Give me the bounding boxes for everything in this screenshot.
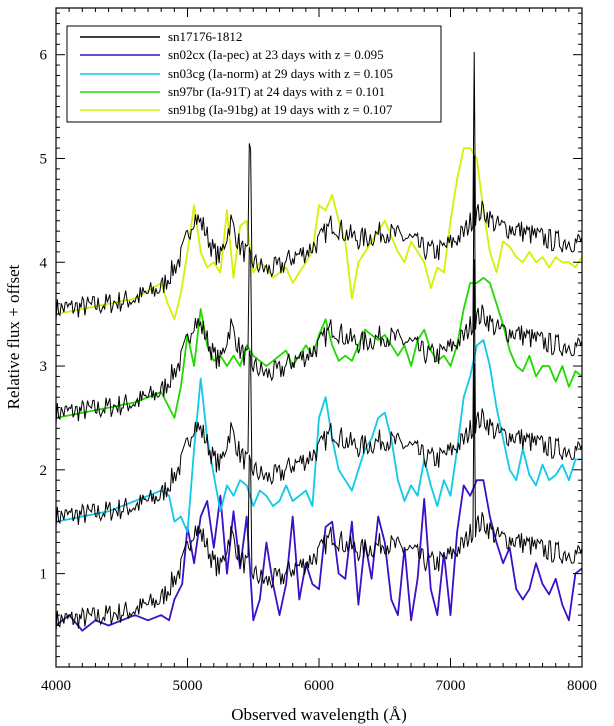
x-tick-label: 6000	[304, 678, 334, 694]
y-tick-label: 5	[40, 151, 48, 167]
observed-line-0	[55, 363, 583, 632]
legend-label-sn02cx: sn02cx (Ia-pec) at 23 days with z = 0.09…	[168, 47, 384, 62]
legend-label-sn03cg: sn03cg (Ia-norm) at 29 days with z = 0.1…	[168, 66, 393, 81]
series-line-2	[55, 276, 583, 419]
observed-line-2	[55, 155, 583, 425]
y-axis-title: Relative flux + offset	[4, 264, 23, 409]
series-line-1	[55, 339, 582, 533]
x-tick-label: 4000	[41, 678, 71, 694]
y-tick-label: 4	[40, 255, 48, 271]
plot-lines	[55, 51, 583, 632]
legend-label-sn91bg: sn91bg (Ia-91bg) at 19 days with z = 0.1…	[168, 102, 393, 117]
x-tick-label: 8000	[567, 678, 597, 694]
legend: sn17176-1812 sn02cx (Ia-pec) at 23 days …	[66, 25, 442, 123]
y-tick-label: 1	[40, 567, 48, 583]
series-line-0	[55, 479, 583, 632]
y-tick-label: 6	[40, 48, 48, 64]
series-line-3	[55, 147, 583, 321]
observed-line-3	[55, 51, 583, 321]
legend-label-sn97br: sn97br (Ia-91T) at 24 days with z = 0.10…	[168, 84, 385, 99]
x-axis-title: Observed wavelength (Å)	[231, 705, 407, 724]
y-tick-label: 3	[40, 359, 48, 375]
axes: 4000 5000 6000 7000 8000 1 2 3 4 5 6	[40, 8, 597, 694]
x-tick-label: 7000	[436, 678, 466, 694]
y-tick-label: 2	[40, 463, 48, 479]
legend-label-observed: sn17176-1812	[168, 29, 242, 44]
x-tick-label: 5000	[173, 678, 203, 694]
observed-line-1	[55, 259, 583, 528]
